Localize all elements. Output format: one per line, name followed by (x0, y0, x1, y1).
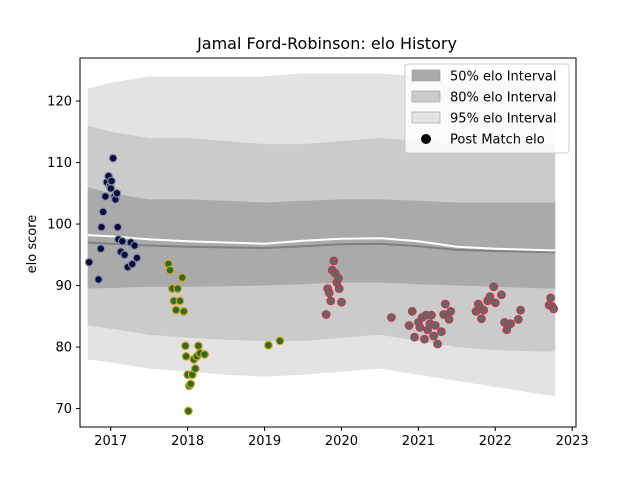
data-point (107, 176, 116, 186)
data-point (516, 305, 525, 315)
x-tick-label: 2019 (248, 434, 281, 449)
data-point (275, 336, 285, 346)
data-point (506, 319, 516, 329)
data-point (334, 284, 344, 294)
data-point (407, 307, 417, 316)
data-point (180, 341, 190, 351)
data-point (100, 191, 110, 201)
data-point (387, 313, 396, 322)
x-tick-label: 2021 (402, 434, 435, 449)
data-point (549, 304, 559, 314)
legend-label: Post Match elo (450, 133, 545, 148)
data-point (120, 250, 129, 260)
data-point (513, 315, 523, 324)
data-point (439, 310, 449, 319)
data-point (183, 406, 193, 416)
plot-frame (79, 57, 577, 428)
data-point (112, 188, 122, 198)
data-point (420, 334, 429, 344)
x-tick-label: 2020 (325, 434, 358, 449)
data-point (98, 207, 108, 217)
x-tick-label: 2017 (94, 434, 127, 449)
data-point (444, 315, 454, 324)
legend-box (404, 63, 570, 154)
data-point (430, 321, 440, 330)
trend-lines (87, 234, 556, 254)
data-point (264, 340, 273, 350)
data-point (329, 256, 339, 266)
data-point (190, 364, 200, 374)
data-point (94, 275, 103, 284)
data-point (171, 305, 181, 315)
data-point (200, 350, 210, 359)
x-tick-label: 2023 (556, 434, 589, 449)
data-point (497, 290, 506, 300)
data-point (97, 222, 106, 232)
legend: 50% elo Interval 80% elo Interval 95% elo … (404, 63, 570, 154)
y-tick-label: 70 (55, 402, 72, 417)
data-point (132, 253, 142, 263)
data-point (477, 314, 486, 324)
data-point (181, 351, 191, 361)
mean-line (87, 234, 556, 252)
data-point (433, 339, 443, 349)
data-point (546, 293, 555, 303)
data-point (404, 321, 414, 330)
x-tick-label: 2022 (479, 434, 512, 449)
y-tick-label: 90 (55, 279, 72, 294)
data-point (326, 296, 336, 306)
data-point (324, 288, 334, 298)
data-point (337, 297, 346, 307)
y-tick-label: 100 (47, 218, 72, 233)
data-point (186, 379, 196, 389)
y-tick-label: 80 (55, 341, 72, 356)
legend-marker-post-match (421, 134, 431, 144)
data-point (440, 299, 450, 309)
legend-label: 50% elo Interval (450, 70, 557, 85)
data-point (490, 298, 500, 308)
data-point (446, 307, 456, 316)
data-point (117, 236, 127, 246)
data-point (179, 307, 189, 316)
band-50-interval (87, 187, 556, 289)
data-point (334, 273, 343, 283)
legend-swatch-95 (411, 111, 441, 124)
data-point (108, 153, 118, 163)
data-point (410, 332, 419, 342)
data-point (127, 259, 137, 269)
interval-bands (87, 73, 556, 397)
data-point (321, 310, 331, 319)
chart-title: Jamal Ford-Robinson: elo History (196, 34, 457, 53)
data-point (84, 257, 94, 267)
data-point (427, 310, 436, 320)
data-point (113, 222, 123, 232)
data-point (175, 296, 185, 306)
data-point (489, 282, 499, 292)
data-point (193, 341, 203, 351)
data-point (502, 325, 512, 335)
legend-swatch-50 (411, 69, 441, 82)
axes-ticks: 2017 2018 2019 2020 2021 2022 2023 70 80 90 100 110… (47, 95, 589, 449)
y-axis-label: elo score (25, 215, 40, 274)
data-point (437, 327, 446, 337)
data-point (96, 244, 106, 254)
median-line (87, 241, 556, 254)
data-point (173, 284, 183, 294)
data-point (479, 305, 489, 315)
data-point (485, 292, 495, 302)
legend-swatch-80 (411, 90, 441, 103)
legend-label: 95% elo Interval (450, 112, 557, 127)
y-tick-label: 110 (47, 156, 72, 171)
x-tick-label: 2018 (171, 434, 204, 449)
data-point (165, 265, 175, 275)
legend-label: 80% elo Interval (450, 91, 557, 106)
data-point (429, 331, 439, 341)
data-point (415, 323, 425, 332)
data-point (130, 241, 140, 251)
y-tick-label: 120 (47, 95, 72, 110)
post-match-points (84, 153, 559, 416)
data-point (177, 273, 187, 283)
